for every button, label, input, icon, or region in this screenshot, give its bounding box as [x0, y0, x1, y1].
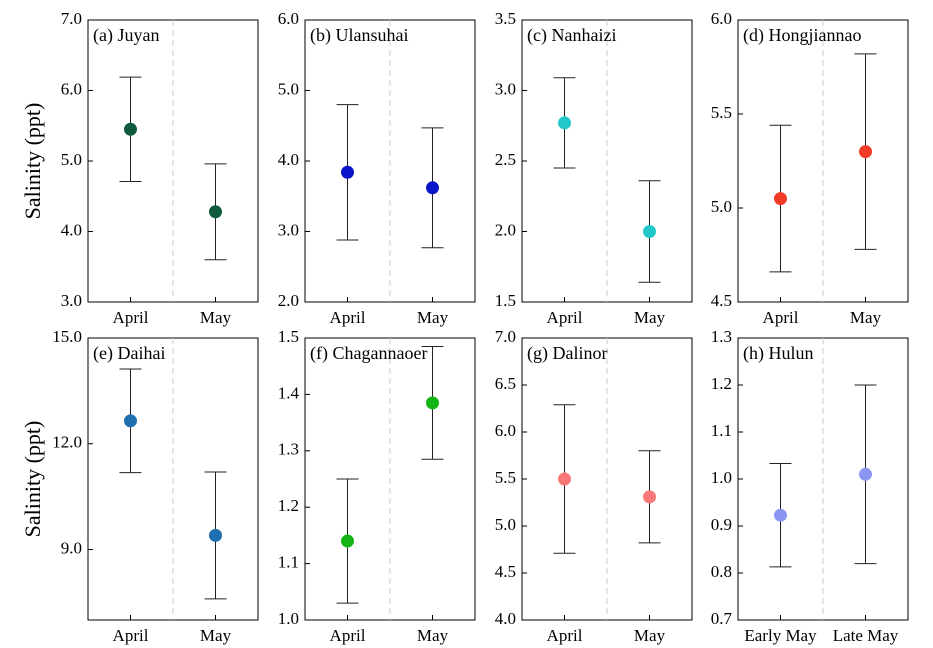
y-tick-label: 4.5: [711, 291, 732, 310]
y-tick-label: 4.5: [495, 562, 516, 581]
y-tick-label: 6.0: [495, 421, 516, 440]
y-tick-label: 3.5: [495, 9, 516, 28]
marker: [558, 472, 571, 486]
y-tick-label: 5.0: [61, 150, 82, 169]
panel-title: (e) Daihai: [93, 343, 165, 364]
y-tick-label: 1.0: [711, 468, 732, 487]
x-tick-label: April: [330, 626, 366, 645]
y-tick-label: 0.9: [711, 515, 732, 534]
x-tick-label: April: [547, 308, 583, 327]
y-tick-label: 6.0: [278, 9, 299, 28]
marker: [774, 192, 787, 206]
marker: [774, 508, 787, 522]
marker: [209, 528, 222, 542]
y-tick-label: 7.0: [61, 9, 82, 28]
y-tick-label: 3.0: [495, 79, 516, 98]
y-axis-label: Salinity (ppt): [20, 421, 45, 538]
x-tick-label: May: [417, 308, 449, 327]
marker: [426, 181, 439, 195]
y-tick-label: 3.0: [61, 291, 82, 310]
y-tick-label: 3.0: [278, 220, 299, 239]
marker: [124, 122, 137, 136]
y-tick-label: 1.0: [278, 609, 299, 628]
y-tick-label: 4.0: [495, 609, 516, 628]
y-tick-label: 5.0: [711, 197, 732, 216]
marker: [643, 225, 656, 238]
y-tick-label: 15.0: [52, 327, 82, 346]
y-tick-label: 4.0: [61, 220, 82, 239]
y-tick-label: 12.0: [52, 433, 82, 452]
y-tick-label: 6.0: [61, 79, 82, 98]
y-tick-label: 6.5: [495, 374, 516, 393]
x-tick-label: April: [113, 308, 149, 327]
y-tick-label: 4.0: [278, 150, 299, 169]
y-tick-label: 1.3: [711, 327, 732, 346]
y-tick-label: 1.2: [278, 496, 299, 515]
panel-title: (h) Hulun: [743, 343, 814, 364]
panel-title: (c) Nanhaizi: [527, 25, 616, 46]
x-tick-label: April: [763, 308, 799, 327]
y-tick-label: 0.7: [711, 609, 733, 628]
x-tick-label: May: [200, 626, 232, 645]
x-tick-label: April: [330, 308, 366, 327]
panel-title: (d) Hongjiannao: [743, 25, 861, 46]
y-tick-label: 1.5: [495, 291, 516, 310]
y-tick-label: 5.0: [278, 79, 299, 98]
y-tick-label: 1.2: [711, 374, 732, 393]
x-tick-label: May: [200, 308, 232, 327]
marker: [341, 534, 354, 548]
marker: [124, 414, 137, 428]
x-tick-label: Late May: [833, 626, 899, 645]
marker: [209, 205, 222, 219]
y-tick-label: 9.0: [61, 538, 82, 557]
x-tick-label: Early May: [744, 626, 817, 645]
y-axis-label: Salinity (ppt): [20, 103, 45, 220]
y-tick-label: 1.1: [278, 553, 299, 572]
y-tick-label: 2.5: [495, 150, 516, 169]
x-tick-label: April: [113, 626, 149, 645]
y-tick-label: 1.1: [711, 421, 732, 440]
y-tick-label: 2.0: [278, 291, 299, 310]
y-tick-label: 2.0: [495, 220, 516, 239]
marker: [426, 396, 439, 410]
y-tick-label: 7.0: [495, 327, 516, 346]
x-tick-label: May: [634, 626, 666, 645]
x-tick-label: May: [417, 626, 449, 645]
marker: [859, 467, 872, 481]
y-tick-label: 5.5: [711, 103, 732, 122]
marker: [643, 490, 656, 504]
panel-title: (b) Ulansuhai: [310, 25, 408, 46]
x-tick-label: May: [634, 308, 666, 327]
marker: [341, 165, 354, 179]
y-tick-label: 0.8: [711, 562, 732, 581]
x-tick-label: April: [547, 626, 583, 645]
y-tick-label: 1.5: [278, 327, 299, 346]
y-tick-label: 1.4: [278, 383, 300, 402]
marker: [859, 145, 872, 159]
panel-title: (f) Chagannaoer: [310, 343, 427, 364]
x-tick-label: May: [850, 308, 882, 327]
y-tick-label: 1.3: [278, 440, 299, 459]
y-tick-label: 5.0: [495, 515, 516, 534]
panel-title: (g) Dalinor: [527, 343, 607, 364]
y-tick-label: 5.5: [495, 468, 516, 487]
marker: [558, 116, 571, 130]
y-tick-label: 6.0: [711, 9, 732, 28]
panel-title: (a) Juyan: [93, 25, 159, 46]
